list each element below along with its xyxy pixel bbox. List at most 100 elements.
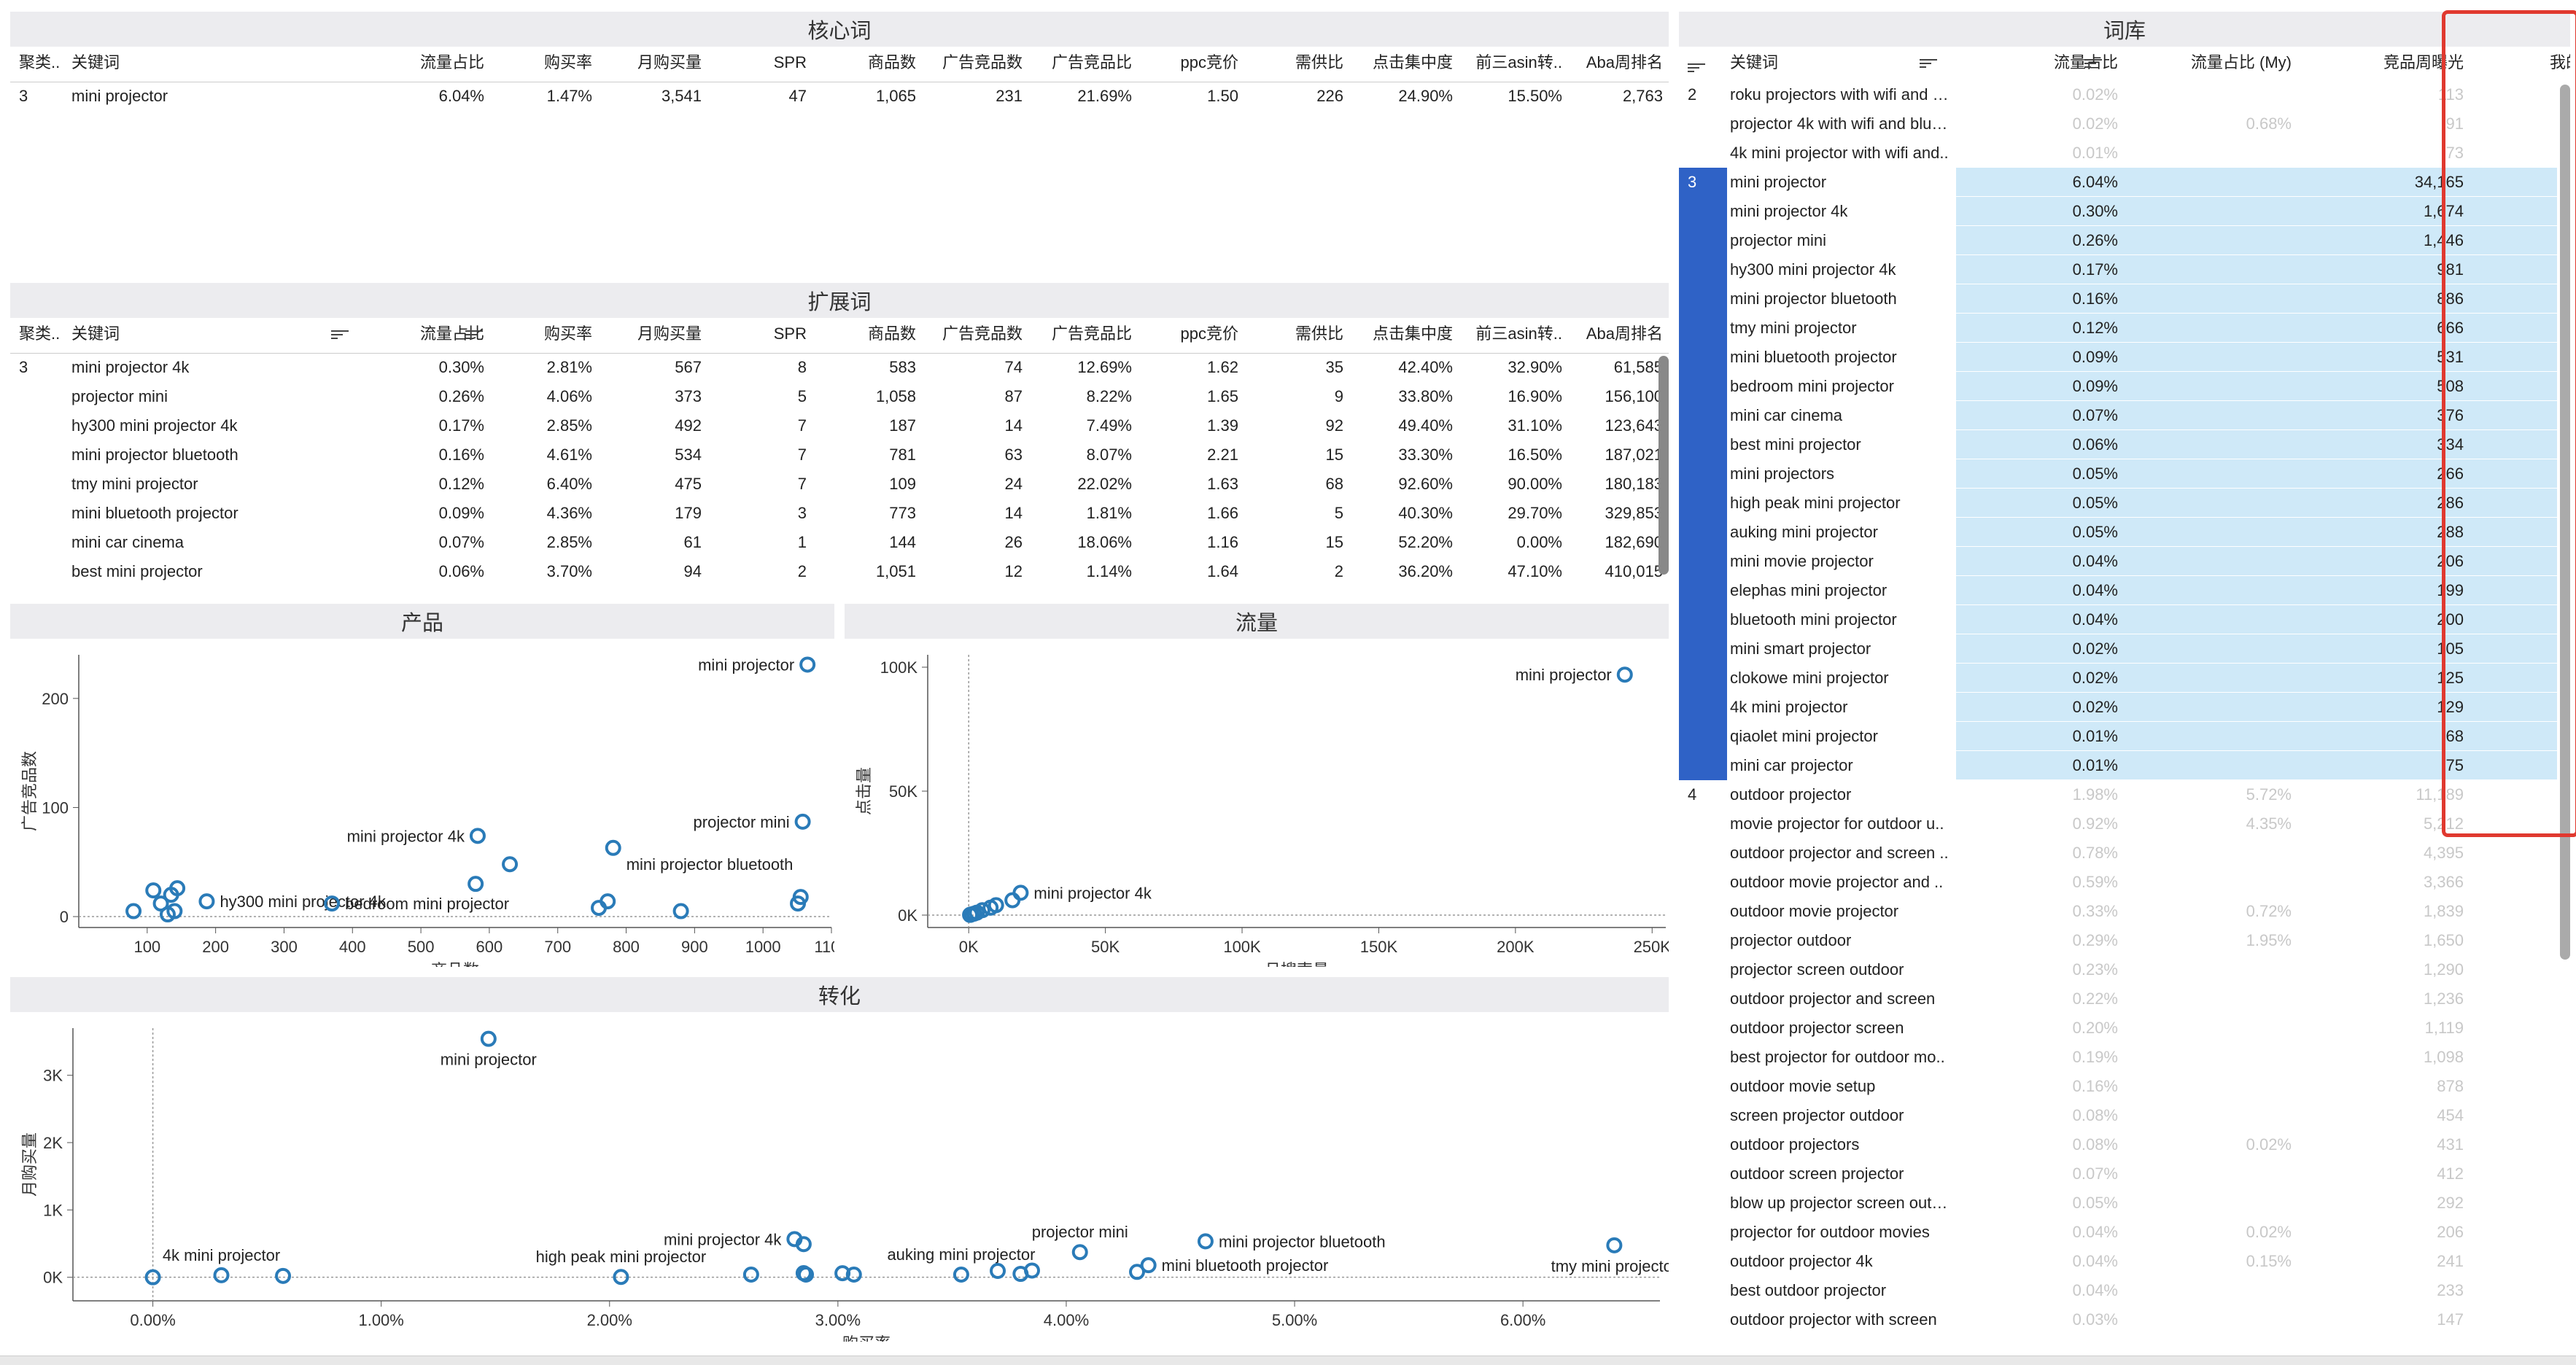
data-point[interactable] (480, 1030, 497, 1047)
table-row[interactable]: mini bluetooth projector 0.09% 4.36% 179 3 77… (10, 499, 1669, 528)
data-point[interactable] (990, 1262, 1006, 1279)
lexicon-row[interactable]: bedroom mini projector 0.09% 508 (1679, 372, 2560, 401)
lexicon-row[interactable]: outdoor projector 4k0.04%0.15%241230 (1679, 1247, 2560, 1276)
lexicon-row[interactable]: blow up projector screen outd.. 0.05% 292 (1679, 1189, 2560, 1218)
lexicon-row[interactable]: clokowe mini projector 0.02% 125 (1679, 664, 2560, 693)
data-point[interactable] (962, 906, 979, 923)
data-point[interactable] (982, 899, 999, 916)
lexicon-row[interactable]: mini car projector 0.01% 75 (1679, 751, 2560, 780)
data-point[interactable] (799, 656, 816, 673)
lexicon-row[interactable]: tmy mini projector 0.12% 666 (1679, 314, 2560, 343)
lexicon-row[interactable]: outdoor projector and screen 0.22% 1,236 (1679, 984, 2560, 1014)
lexicon-row[interactable]: outdoor screen projector 0.07% 412 (1679, 1159, 2560, 1189)
lexicon-row[interactable]: outdoor movie projector and .. 0.59% 3,366 (1679, 868, 2560, 897)
lexicon-row[interactable]: mini projector bluetooth 0.16% 886 (1679, 284, 2560, 314)
data-point[interactable] (1197, 1233, 1214, 1250)
lexicon-scrollbar[interactable] (2560, 85, 2570, 960)
data-point[interactable] (834, 1265, 851, 1282)
data-point[interactable] (605, 839, 621, 856)
lexicon-row[interactable]: high peak mini projector 0.05% 286 (1679, 489, 2560, 518)
lexicon-row[interactable]: hy300 mini projector 4k 0.17% 981 (1679, 255, 2560, 284)
lexicon-row[interactable]: bluetooth mini projector 0.04% 200 (1679, 605, 2560, 634)
table-row[interactable]: hy300 mini projector 4k 0.17% 2.85% 492 7 187… (10, 411, 1669, 440)
lexicon-row[interactable]: mini movie projector 0.04% 206 (1679, 547, 2560, 576)
lexicon-row[interactable]: projector screen outdoor 0.23% 1,290 (1679, 955, 2560, 984)
data-point[interactable] (198, 893, 215, 910)
data-point[interactable] (1606, 1237, 1623, 1253)
lexicon-row[interactable]: mini projectors 0.05% 266 (1679, 459, 2560, 489)
sort-icon[interactable] (1920, 57, 1937, 71)
lexicon-row[interactable]: best projector for outdoor mo.. 0.19% 1,09… (1679, 1043, 2560, 1072)
data-point[interactable] (1140, 1257, 1157, 1274)
lexicon-row[interactable]: screen projector outdoor 0.08% 454 (1679, 1101, 2560, 1130)
lexicon-row[interactable]: mini smart projector 0.02% 105 (1679, 634, 2560, 664)
data-point[interactable] (792, 889, 809, 906)
data-point[interactable] (469, 828, 486, 844)
data-point[interactable] (1129, 1264, 1146, 1280)
table-row[interactable]: mini car cinema 0.07% 2.85% 61 1 144 26 18.06% 1… (10, 528, 1669, 557)
sort-icon[interactable] (1688, 61, 1705, 76)
lexicon-row[interactable]: mini bluetooth projector 0.09% 531 (1679, 343, 2560, 372)
data-point[interactable] (591, 900, 608, 917)
data-point[interactable] (1616, 666, 1633, 683)
lexicon-row[interactable]: projector mini 0.26% 1,446 (1679, 226, 2560, 255)
data-point[interactable] (324, 895, 341, 912)
data-point[interactable] (845, 1266, 862, 1283)
lexicon-row[interactable]: projector 4k with wifi and blue.. 0.02% 0.… (1679, 109, 2560, 139)
traffic-scatter-chart[interactable]: 0K 50K 100K 150K 200K 250K 0K 50K 100K 月搜索量 点击量 min… (845, 639, 1669, 967)
data-point[interactable] (1012, 884, 1029, 901)
lexicon-row[interactable]: best mini projector 0.06% 334 (1679, 430, 2560, 459)
table-row[interactable]: projector mini 0.26% 4.06% 373 5 1,058 87 8.22%… (10, 382, 1669, 411)
data-point[interactable] (1023, 1262, 1040, 1279)
cluster-3-band[interactable] (1679, 168, 1727, 780)
lexicon-row[interactable]: elephas mini projector 0.04% 199 (1679, 576, 2560, 605)
data-point[interactable] (145, 882, 162, 899)
conversion-scatter-chart[interactable]: 0.00% 1.00% 2.00% 3.00% 4.00% 5.00% 6.00% 0K 1K 2… (10, 1012, 1669, 1342)
data-point[interactable] (275, 1267, 292, 1284)
data-point[interactable] (672, 903, 689, 919)
data-point[interactable] (1004, 892, 1021, 909)
data-point[interactable] (166, 903, 183, 919)
data-point[interactable] (213, 1267, 230, 1283)
data-point[interactable] (794, 813, 811, 830)
lexicon-row[interactable]: 3 mini projector 6.04% 34,165 (1679, 168, 2560, 197)
data-point[interactable] (152, 895, 169, 912)
table-row[interactable]: mini projector bluetooth 0.16% 4.61% 534 7 78… (10, 440, 1669, 470)
lexicon-row[interactable]: outdoor movie projector0.33%0.72%1,8391,… (1679, 897, 2560, 926)
lexicon-row[interactable]: qiaolet mini projector 0.01% 68 (1679, 722, 2560, 751)
sort-icon[interactable] (465, 328, 483, 343)
data-point[interactable] (502, 856, 519, 873)
sort-icon[interactable] (331, 328, 349, 343)
lexicon-row[interactable]: outdoor movie setup 0.16% 878 (1679, 1072, 2560, 1101)
table-row[interactable]: 3 mini projector 6.04% 1.47% 3,541 47 1,065 231… (10, 82, 1669, 111)
table-row[interactable]: best mini projector 0.06% 3.70% 94 2 1,051 12 1… (10, 557, 1669, 586)
lexicon-row[interactable]: 4k mini projector 0.02% 129 (1679, 693, 2560, 722)
data-point[interactable] (742, 1266, 759, 1283)
data-point[interactable] (613, 1269, 629, 1286)
lexicon-row[interactable]: projector for outdoor movies 0.04% 0.02% 20… (1679, 1218, 2560, 1247)
data-point[interactable] (795, 1236, 812, 1253)
lexicon-row[interactable]: outdoor projector and screen .. 0.78% 4,39… (1679, 839, 2560, 868)
lexicon-row[interactable]: mini car cinema 0.07% 376 (1679, 401, 2560, 430)
sort-icon[interactable] (2084, 57, 2102, 71)
lexicon-row[interactable]: best outdoor projector 0.04% 233 (1679, 1276, 2560, 1305)
data-point[interactable] (144, 1269, 161, 1286)
data-point[interactable] (798, 1266, 815, 1283)
lexicon-row[interactable]: 2 roku projectors with wifi and b.. 0.02% 1… (1679, 80, 2560, 109)
lexicon-row[interactable]: movie projector for outdoor u.. 0.92% 4.35… (1679, 809, 2560, 839)
data-point[interactable] (468, 876, 484, 892)
data-point[interactable] (1071, 1244, 1088, 1261)
lexicon-row[interactable]: outdoor projector screen 0.20% 1,119 (1679, 1014, 2560, 1043)
extended-table-scrollbar[interactable] (1659, 356, 1669, 575)
table-row[interactable]: tmy mini projector 0.12% 6.40% 475 7 109 24 22.… (10, 470, 1669, 499)
lexicon-row[interactable]: mini projector 4k 0.30% 1,674 (1679, 197, 2560, 226)
lexicon-row[interactable]: outdoor projector with screen 0.03% 147 (1679, 1305, 2560, 1334)
lexicon-row[interactable]: auking mini projector 0.05% 288 (1679, 518, 2560, 547)
table-row[interactable]: 3 mini projector 4k 0.30% 2.81% 567 8 583 74 12.… (10, 353, 1669, 382)
data-point[interactable] (953, 1266, 969, 1283)
data-point[interactable] (163, 887, 179, 903)
